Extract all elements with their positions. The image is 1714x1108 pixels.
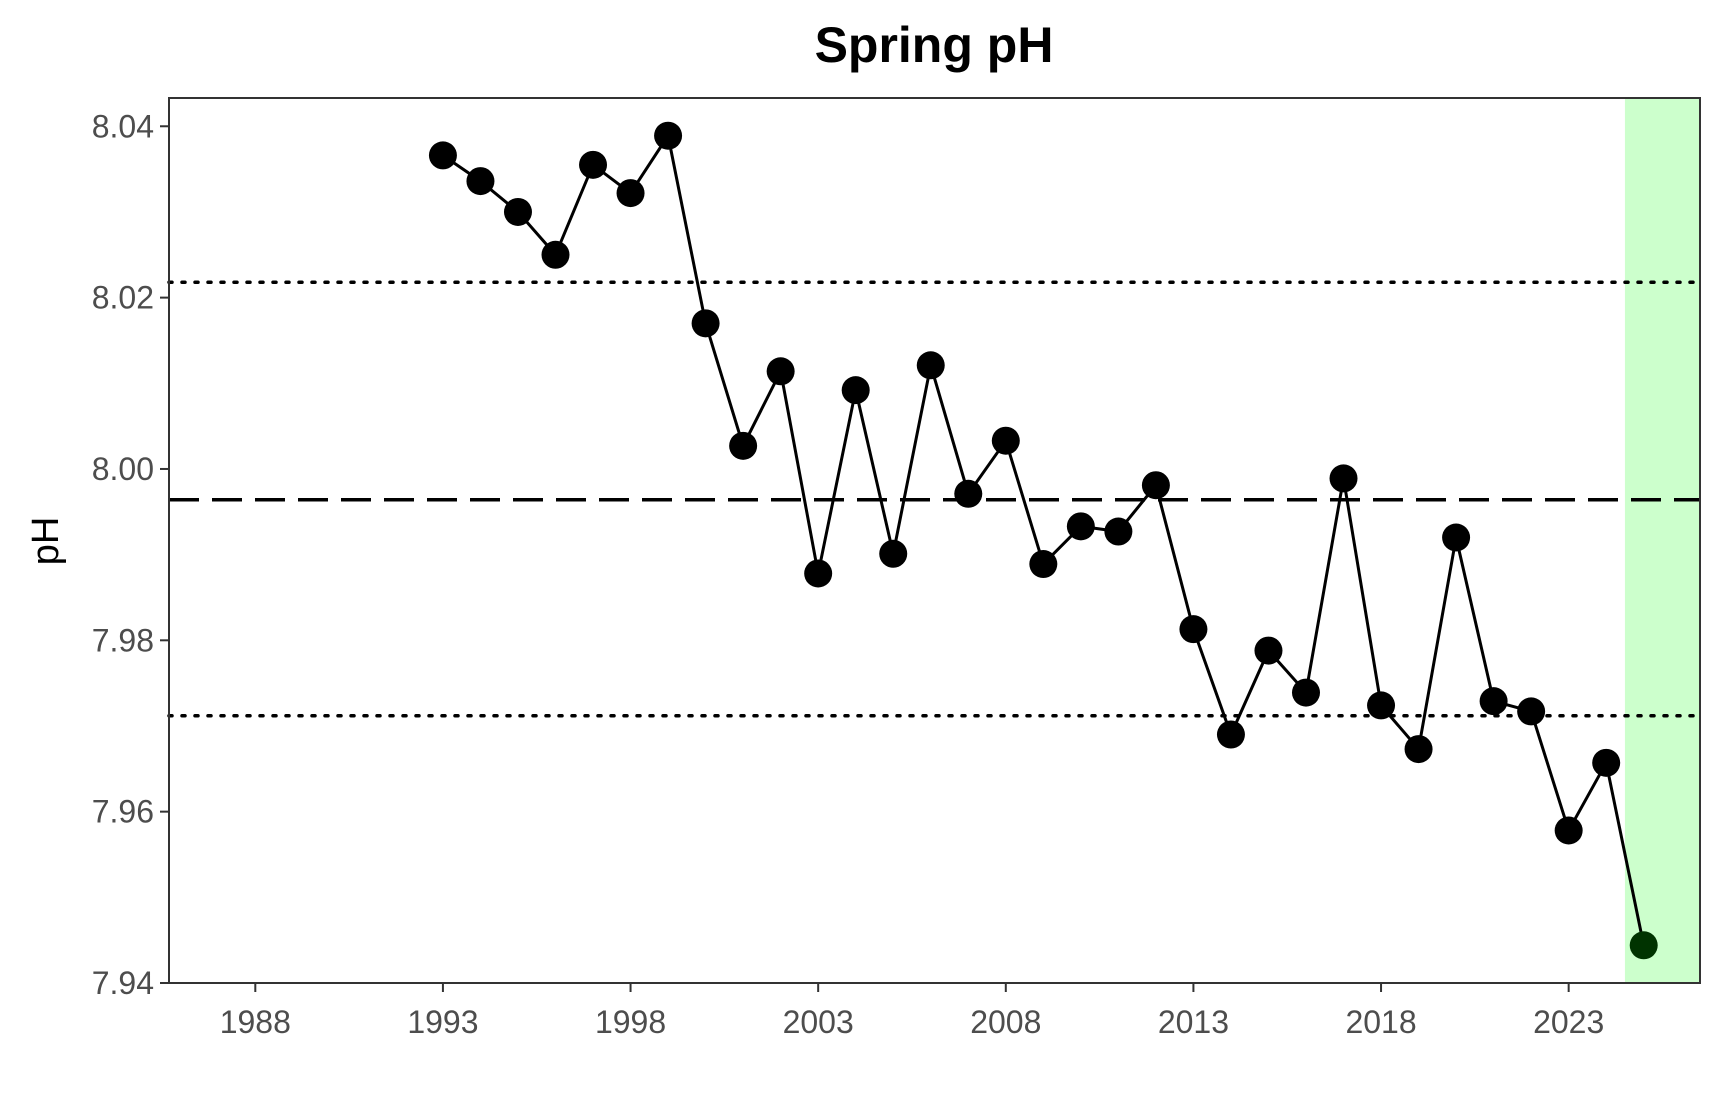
data-point (1104, 517, 1133, 546)
data-point (954, 479, 983, 508)
y-tick-label: 7.98 (92, 622, 154, 658)
data-point (1216, 720, 1245, 749)
plot-area: 1988 1993 1998 2003 2008 2013 2018 2023 7.94 7.96… (92, 97, 1702, 1040)
highlighted-data-point (1629, 931, 1658, 960)
data-point (841, 376, 870, 405)
y-tick-label: 8.00 (92, 451, 154, 487)
data-point (466, 167, 495, 196)
data-point (1367, 691, 1396, 720)
data-point (428, 141, 457, 170)
data-point (766, 357, 795, 386)
data-point (1404, 735, 1433, 764)
y-tick-label: 7.94 (92, 965, 154, 1001)
data-point (1291, 678, 1320, 707)
data-point (1554, 816, 1583, 845)
data-point (1442, 523, 1471, 552)
x-tick-label: 2023 (1533, 1004, 1604, 1040)
x-tick-label: 2008 (970, 1004, 1041, 1040)
plot-border (168, 97, 1701, 984)
x-tick-label: 2013 (1158, 1004, 1229, 1040)
data-point (879, 539, 908, 568)
x-tick-label: 2018 (1345, 1004, 1416, 1040)
data-point (503, 197, 532, 226)
data-point (729, 431, 758, 460)
data-point (1179, 615, 1208, 644)
data-point (691, 309, 720, 338)
data-point (1329, 464, 1358, 493)
highlight-region (1624, 98, 1700, 983)
data-point (1479, 687, 1508, 716)
data-point (1029, 550, 1058, 579)
y-axis-label: pH (25, 517, 67, 566)
data-point (1254, 636, 1283, 665)
x-tick-label: 2003 (783, 1004, 854, 1040)
data-point (1517, 697, 1546, 726)
data-point (804, 559, 833, 588)
y-tick-label: 8.04 (92, 108, 154, 144)
chart-title: Spring pH (815, 17, 1054, 73)
data-point (1141, 471, 1170, 500)
x-tick-label: 1988 (220, 1004, 291, 1040)
x-tick-label: 1998 (595, 1004, 666, 1040)
data-point (1592, 748, 1621, 777)
data-point (916, 351, 945, 380)
data-point (541, 240, 570, 269)
data-point (579, 150, 608, 179)
data-point (616, 179, 645, 208)
x-tick-label: 1993 (407, 1004, 478, 1040)
data-point (654, 121, 683, 150)
y-tick-label: 8.02 (92, 280, 154, 316)
y-tick-label: 7.96 (92, 794, 154, 830)
data-point (991, 426, 1020, 455)
data-point (1066, 512, 1095, 541)
